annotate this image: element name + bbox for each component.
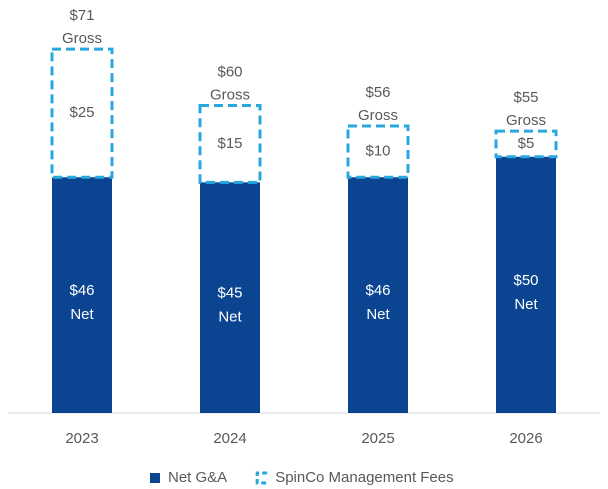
total-suffix: Gross — [506, 112, 546, 129]
total-label: $55 — [513, 89, 538, 106]
legend-label: SpinCo Management Fees — [275, 469, 453, 486]
value-label: $46 — [69, 282, 94, 299]
value-label: $15 — [217, 135, 242, 152]
value-label-suffix: Net — [514, 296, 538, 313]
total-label: $71 — [69, 7, 94, 24]
value-label-suffix: Net — [218, 309, 242, 326]
value-label-suffix: Net — [70, 306, 94, 323]
value-label: $46 — [365, 282, 390, 299]
total-suffix: Gross — [210, 86, 250, 103]
x-tick-label: 2026 — [509, 430, 542, 447]
total-label: $60 — [217, 63, 242, 80]
total-label: $56 — [365, 84, 390, 101]
value-label: $45 — [217, 285, 242, 302]
bar — [348, 177, 408, 413]
total-suffix: Gross — [358, 107, 398, 124]
fee-box — [198, 104, 262, 184]
x-tick-label: 2024 — [213, 430, 246, 447]
x-tick-label: 2023 — [65, 430, 98, 447]
value-label: $25 — [69, 104, 94, 121]
bar — [496, 156, 556, 413]
legend-swatch — [255, 471, 268, 485]
bar — [52, 177, 112, 413]
value-label: $5 — [518, 135, 535, 152]
fee-box — [50, 47, 114, 179]
value-label: $50 — [513, 272, 538, 289]
value-label-suffix: Net — [366, 306, 390, 323]
legend-label: Net G&A — [168, 469, 227, 486]
fee-box — [494, 129, 558, 159]
fee-box — [346, 124, 410, 179]
value-label: $10 — [365, 143, 390, 160]
total-suffix: Gross — [62, 30, 102, 47]
x-tick-label: 2025 — [361, 430, 394, 447]
legend-swatch — [150, 473, 160, 483]
bar — [200, 182, 260, 413]
